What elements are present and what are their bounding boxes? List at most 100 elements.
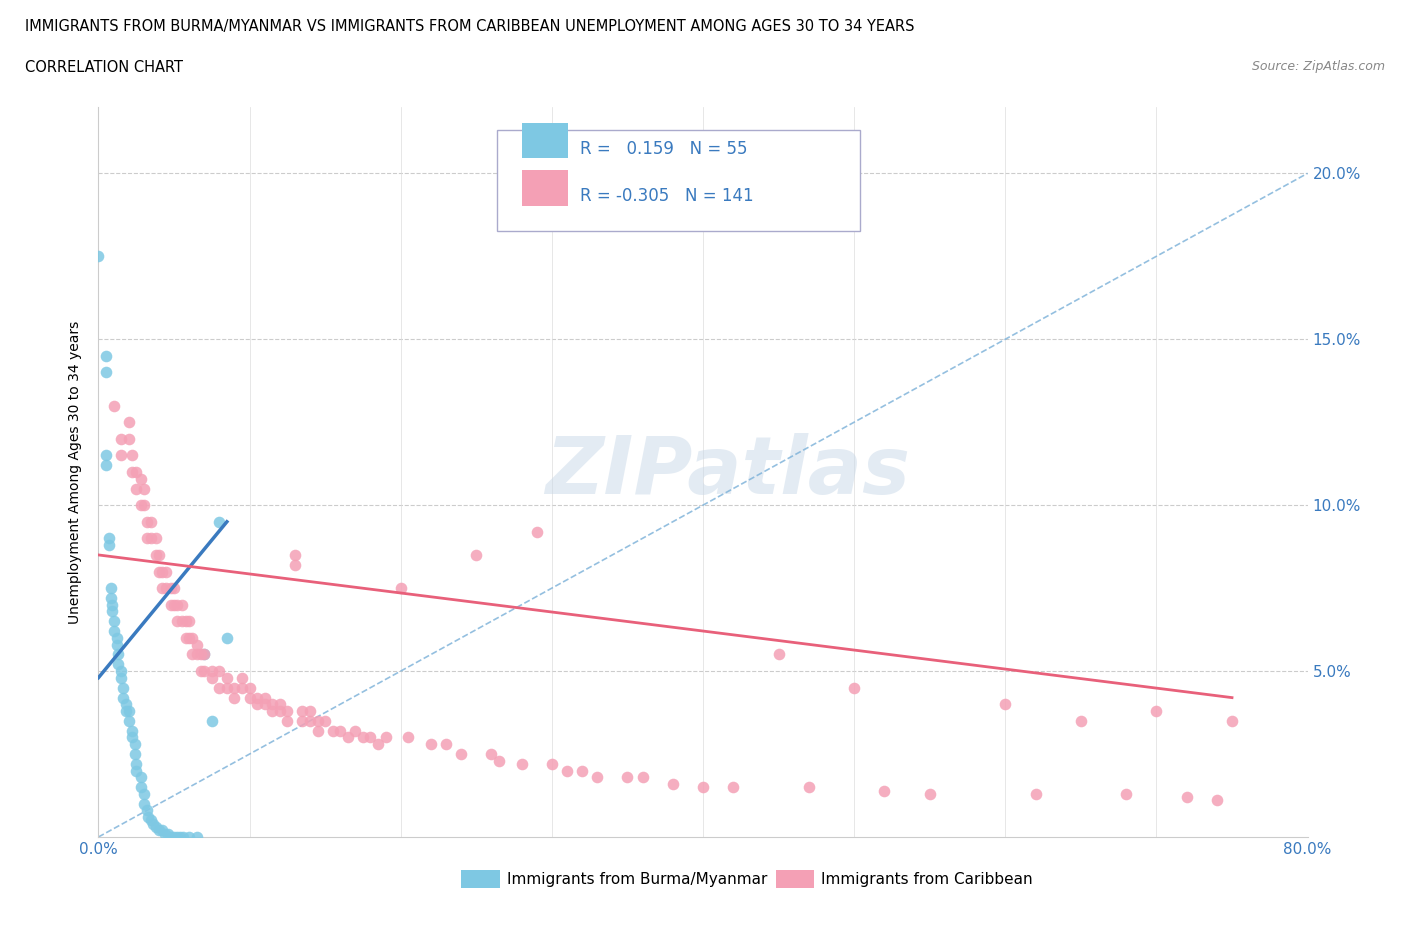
Point <box>488 753 510 768</box>
Point <box>160 830 183 844</box>
Point <box>111 690 134 705</box>
Point <box>145 819 167 834</box>
Text: Immigrants from Caribbean: Immigrants from Caribbean <box>821 871 1033 887</box>
Point <box>166 830 188 844</box>
Point <box>129 498 152 512</box>
Point <box>163 580 186 595</box>
Point <box>148 823 170 838</box>
Point <box>94 365 117 379</box>
Point <box>994 697 1017 711</box>
Point <box>100 591 122 605</box>
Point <box>276 713 298 728</box>
Point <box>136 810 159 825</box>
FancyBboxPatch shape <box>461 870 501 888</box>
Point <box>768 647 790 662</box>
Point <box>420 737 443 751</box>
Text: CORRELATION CHART: CORRELATION CHART <box>25 60 183 75</box>
Point <box>239 680 262 695</box>
Point <box>114 703 136 718</box>
Point <box>148 548 170 563</box>
Point <box>208 514 231 529</box>
Point <box>253 690 276 705</box>
Point <box>1070 713 1092 728</box>
Point <box>129 779 152 794</box>
Point <box>118 713 141 728</box>
Point <box>571 764 593 778</box>
Point <box>434 737 457 751</box>
Point <box>262 697 284 711</box>
Point <box>231 680 253 695</box>
Text: Immigrants from Burma/Myanmar: Immigrants from Burma/Myanmar <box>508 871 768 887</box>
FancyBboxPatch shape <box>522 123 568 158</box>
Point <box>336 730 359 745</box>
Point <box>160 580 183 595</box>
Point <box>314 713 336 728</box>
Point <box>150 823 173 838</box>
Point <box>166 614 188 629</box>
Point <box>110 432 132 446</box>
Point <box>299 713 322 728</box>
FancyBboxPatch shape <box>522 170 568 206</box>
Point <box>132 796 155 811</box>
Point <box>101 604 124 618</box>
Point <box>1175 790 1198 804</box>
Point <box>141 813 163 828</box>
Point <box>150 580 173 595</box>
Point <box>329 724 352 738</box>
Point <box>101 597 124 612</box>
Point <box>246 697 269 711</box>
Point <box>114 697 136 711</box>
Point <box>586 770 609 785</box>
Point <box>100 580 122 595</box>
Point <box>129 472 152 486</box>
Point <box>873 783 896 798</box>
Point <box>118 432 141 446</box>
Point <box>94 448 117 463</box>
Point <box>155 580 177 595</box>
Point <box>269 703 291 718</box>
Point <box>193 647 215 662</box>
Point <box>481 747 503 762</box>
Point <box>135 531 157 546</box>
Point <box>105 631 128 645</box>
Text: Source: ZipAtlas.com: Source: ZipAtlas.com <box>1251 60 1385 73</box>
FancyBboxPatch shape <box>776 870 814 888</box>
Point <box>374 730 396 745</box>
Point <box>616 770 638 785</box>
Point <box>169 830 191 844</box>
Point <box>465 548 488 563</box>
Point <box>193 647 215 662</box>
Y-axis label: Unemployment Among Ages 30 to 34 years: Unemployment Among Ages 30 to 34 years <box>69 320 83 624</box>
Point <box>110 664 132 679</box>
Point <box>103 398 125 413</box>
Point <box>186 830 208 844</box>
Point <box>135 514 157 529</box>
Point <box>360 730 382 745</box>
Point <box>129 770 152 785</box>
Point <box>1024 787 1046 802</box>
Point <box>450 747 472 762</box>
Point <box>166 597 188 612</box>
Point <box>153 826 176 841</box>
Point <box>105 637 128 652</box>
Point <box>121 724 143 738</box>
Point <box>98 538 121 552</box>
Point <box>132 787 155 802</box>
Point <box>284 557 307 572</box>
Point <box>163 830 186 844</box>
Point <box>193 664 215 679</box>
Point <box>141 531 163 546</box>
Text: R =   0.159   N = 55: R = 0.159 N = 55 <box>579 140 747 158</box>
Text: R = -0.305   N = 141: R = -0.305 N = 141 <box>579 187 754 206</box>
Point <box>103 614 125 629</box>
Point <box>510 757 533 772</box>
Point <box>118 415 141 430</box>
Point <box>118 703 141 718</box>
FancyBboxPatch shape <box>498 130 860 231</box>
Point <box>98 531 121 546</box>
Point <box>174 631 197 645</box>
Point <box>844 680 866 695</box>
Point <box>284 548 307 563</box>
Point <box>389 580 412 595</box>
Point <box>631 770 654 785</box>
